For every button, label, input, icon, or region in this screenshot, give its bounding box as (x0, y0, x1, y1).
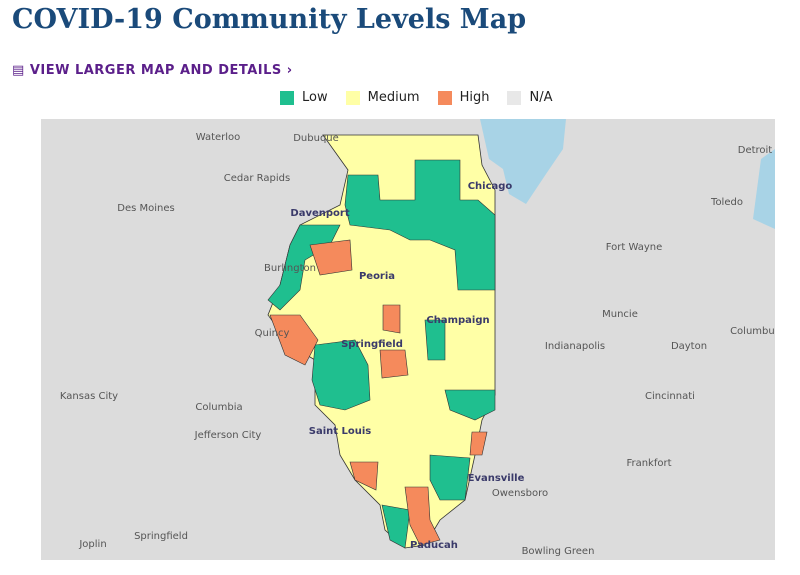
legend-swatch (345, 90, 360, 105)
region-high (379, 349, 409, 379)
illinois (267, 134, 496, 549)
place-label: Owensboro (492, 488, 548, 499)
place-label: Peoria (359, 271, 395, 282)
place-labels: Waterloo Dubuque Cedar Rapids Des Moines Dav… (60, 132, 775, 557)
legend-label: High (459, 90, 490, 105)
region-low (311, 339, 371, 411)
place-label: Champaign (426, 315, 489, 326)
region-high (382, 304, 401, 334)
place-label: Burlington (264, 263, 316, 274)
place-label: Waterloo (196, 132, 241, 143)
legend-item[interactable]: Medium (345, 90, 420, 105)
map-link[interactable]: ▤ VIEW LARGER MAP AND DETAILS › (12, 63, 293, 78)
place-label: Columbia (195, 402, 242, 413)
lake-michigan (480, 119, 566, 204)
link-text[interactable]: VIEW LARGER MAP AND DETAILS (29, 63, 282, 78)
place-label: Bowling Green (522, 546, 595, 557)
legend-item[interactable]: High (437, 90, 490, 105)
legend: Low Medium High N/A (280, 90, 552, 105)
region-high (469, 431, 488, 456)
place-label: Toledo (710, 197, 743, 208)
place-label: Joplin (78, 539, 106, 550)
region-low (429, 454, 471, 501)
place-label: Quincy (255, 328, 290, 339)
place-label: Des Moines (117, 203, 174, 214)
region-high (349, 461, 379, 491)
place-label: Jefferson City (194, 430, 262, 441)
place-label: Cincinnati (645, 391, 695, 402)
legend-label: Medium (367, 90, 420, 105)
place-label: Cedar Rapids (224, 173, 290, 184)
region-high (269, 314, 319, 366)
legend-item[interactable]: Low (280, 90, 328, 105)
place-label: Dayton (671, 341, 707, 352)
legend-swatch (437, 90, 452, 105)
place-label: Springfield (134, 531, 188, 542)
lake (753, 149, 775, 229)
place-label: Kansas City (60, 391, 118, 402)
legend-label: Low (302, 90, 328, 105)
place-label: Saint Louis (309, 426, 372, 437)
place-label: Muncie (602, 309, 638, 320)
legend-swatch (280, 90, 294, 105)
place-label: Dubuque (293, 133, 339, 144)
place-label: Indianapolis (545, 341, 605, 352)
legend-swatch (507, 90, 522, 105)
place-label: Davenport (290, 208, 349, 219)
place-label: Detroit (738, 145, 773, 156)
place-label: Paducah (410, 540, 458, 551)
place-label: Chicago (468, 181, 513, 192)
region-low (444, 389, 496, 421)
place-label: Fort Wayne (606, 242, 663, 253)
region-low (344, 159, 496, 291)
place-label: Frankfort (626, 458, 671, 469)
place-label: Columbus (730, 326, 775, 337)
map[interactable]: Waterloo Dubuque Cedar Rapids Des Moines Dav… (41, 119, 775, 560)
place-label: Springfield (341, 339, 403, 350)
place-label: Evansville (468, 473, 525, 484)
region-low (424, 319, 446, 361)
region-high (404, 486, 441, 546)
region-high (309, 239, 353, 276)
legend-label: N/A (529, 90, 553, 105)
region-low (381, 504, 411, 549)
title: COVID-19 Community Levels Map (12, 4, 527, 35)
legend-item[interactable]: N/A (507, 90, 552, 105)
